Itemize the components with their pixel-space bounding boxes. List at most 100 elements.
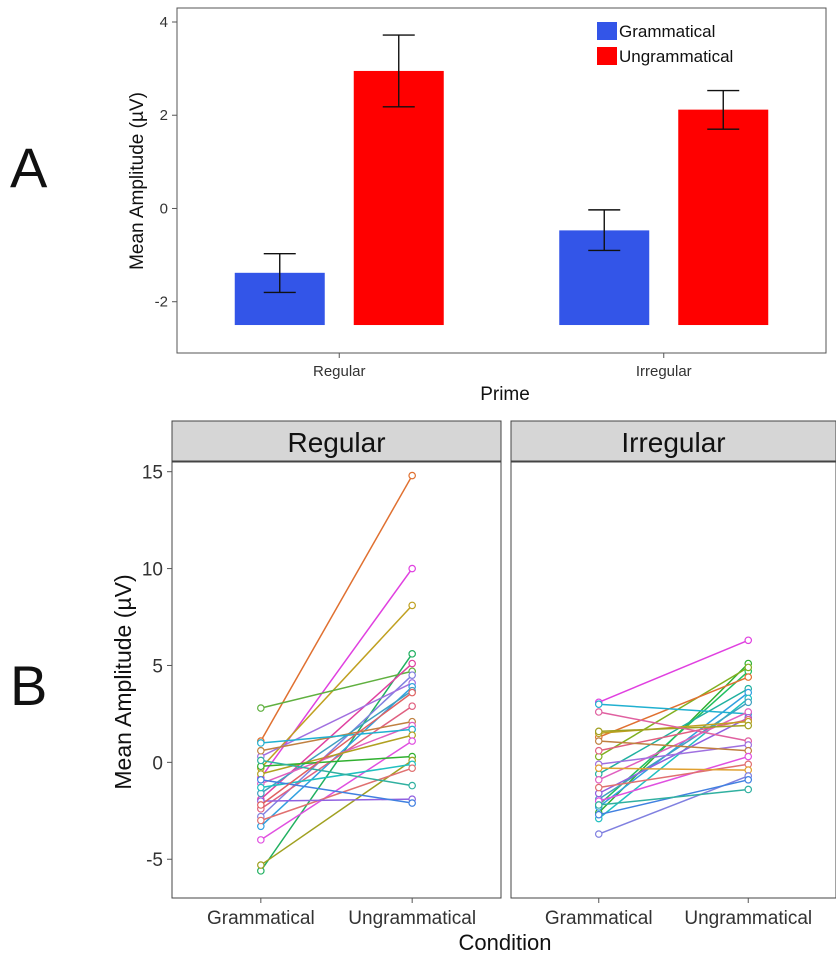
- panel-a-letter: A: [10, 136, 48, 199]
- subject-point-grammatical: [594, 810, 603, 819]
- subject-line: [598, 639, 749, 703]
- subject-line: [260, 568, 413, 779]
- subject-point-grammatical: [257, 801, 265, 809]
- chart-b-y-tick-label: 10: [142, 560, 163, 581]
- facet-strip: [171, 420, 502, 462]
- subject-point-grammatical: [594, 727, 603, 736]
- chart-b-x-tick-label: Ungrammatical: [684, 908, 812, 929]
- chart-a: -2 0 2 4 Regular Irregular Mean Amplitude (µ…: [127, 7, 827, 405]
- facet-plot-area: [510, 461, 836, 899]
- subject-point-grammatical: [594, 783, 603, 792]
- subject-line: [598, 763, 749, 789]
- subject-point-ungrammatical: [744, 663, 753, 672]
- subject-line: [260, 475, 413, 742]
- subject-line: [260, 686, 413, 827]
- chart-b: Regular Grammatical Ungrammatical Irregular…: [110, 420, 836, 955]
- subject-point-ungrammatical: [408, 781, 416, 790]
- chart-a-legend: Grammatical Ungrammatical: [597, 22, 733, 66]
- chart-a-x-ticks: Regular Irregular: [313, 353, 692, 380]
- subject-line: [598, 703, 749, 715]
- subject-point-ungrammatical: [744, 752, 753, 761]
- subject-line: [598, 720, 749, 735]
- subject-point-ungrammatical: [408, 650, 416, 658]
- subject-line: [598, 717, 749, 795]
- subject-point-ungrammatical: [744, 775, 753, 784]
- panel-b-letter: B: [10, 654, 47, 717]
- subject-line: [260, 779, 413, 804]
- legend-swatch-grammatical: [597, 22, 617, 40]
- subject-point-grammatical: [257, 704, 265, 712]
- facet-strip-label: Irregular: [621, 427, 725, 458]
- chart-a-bars: [234, 34, 769, 326]
- subject-point-ungrammatical: [408, 564, 416, 573]
- subject-point-ungrammatical: [744, 721, 753, 730]
- legend-swatch-ungrammatical: [597, 47, 617, 65]
- subject-point-grammatical: [594, 801, 603, 809]
- facet-strip: [510, 420, 836, 462]
- chart-b-x-tick-label: Grammatical: [207, 908, 315, 929]
- subject-point-grammatical: [257, 836, 265, 844]
- subject-point-ungrammatical: [408, 799, 416, 807]
- subject-line: [598, 666, 749, 758]
- subject-line: [598, 755, 749, 802]
- subject-line: [260, 690, 413, 794]
- subject-point-grammatical: [594, 737, 603, 745]
- subject-point-ungrammatical: [744, 636, 753, 645]
- chart-b-y-tick-label: 15: [142, 463, 163, 484]
- subject-line: [598, 744, 749, 766]
- subject-point-grammatical: [594, 708, 603, 716]
- chart-b-y-ticks: -5 0 5 10 15: [142, 463, 172, 871]
- subject-point-ungrammatical: [408, 737, 416, 745]
- subject-line: [598, 767, 749, 771]
- chart-b-x-axis-label: Condition: [459, 930, 552, 955]
- facet-strip-label: Regular: [287, 427, 385, 458]
- subject-line: [260, 653, 413, 872]
- chart-b-x-tick-label: Ungrammatical: [348, 908, 476, 929]
- chart-b-y-tick-label: 5: [152, 656, 163, 677]
- subject-point-ungrammatical: [408, 688, 416, 697]
- chart-b-x-tick-label: Grammatical: [545, 908, 653, 929]
- chart-b-y-tick-label: -5: [146, 850, 163, 871]
- subject-point-grammatical: [257, 816, 265, 825]
- subject-line: [260, 759, 413, 866]
- subject-point-grammatical: [257, 861, 265, 869]
- chart-a-y-tick-label: 0: [160, 200, 168, 217]
- subject-line: [598, 711, 749, 742]
- subject-line: [598, 788, 749, 806]
- subject-point-grammatical: [594, 830, 603, 838]
- legend-label-grammatical: Grammatical: [619, 22, 715, 41]
- subject-line: [260, 767, 413, 822]
- subject-line: [598, 740, 749, 752]
- subject-point-ungrammatical: [408, 702, 416, 710]
- legend-label-ungrammatical: Ungrammatical: [619, 47, 733, 66]
- subject-point-ungrammatical: [408, 471, 416, 480]
- chart-a-x-tick-label: Irregular: [636, 363, 692, 380]
- subject-point-grammatical: [257, 746, 265, 755]
- bar-ungrammatical-regular: [353, 70, 444, 326]
- chart-a-y-tick-label: 4: [160, 14, 168, 31]
- chart-a-y-axis-label: Mean Amplitude (µV): [127, 92, 148, 270]
- facet-plot-area: [171, 461, 502, 899]
- subject-point-ungrammatical: [744, 698, 753, 707]
- subject-line: [260, 734, 413, 775]
- chart-a-y-tick-label: -2: [155, 294, 168, 311]
- subject-line: [260, 674, 413, 818]
- subject-line: [598, 718, 749, 752]
- subject-line: [260, 728, 413, 744]
- subject-line: [598, 724, 749, 733]
- chart-a-x-axis-label: Prime: [480, 384, 530, 405]
- subject-line: [260, 682, 413, 758]
- subject-line: [260, 670, 413, 709]
- subject-point-grammatical: [257, 783, 265, 792]
- subject-point-ungrammatical: [744, 673, 753, 681]
- subject-line: [598, 676, 749, 738]
- subject-point-grammatical: [594, 700, 603, 709]
- chart-a-y-tick-label: 2: [160, 107, 168, 124]
- subject-point-ungrammatical: [408, 601, 416, 610]
- chart-b-y-axis-label: Mean Amplitude (µV): [110, 574, 136, 789]
- bar-ungrammatical-irregular: [678, 109, 769, 326]
- subject-point-grammatical: [594, 764, 603, 772]
- subject-point-grammatical: [257, 739, 265, 747]
- subject-point-ungrammatical: [408, 659, 416, 668]
